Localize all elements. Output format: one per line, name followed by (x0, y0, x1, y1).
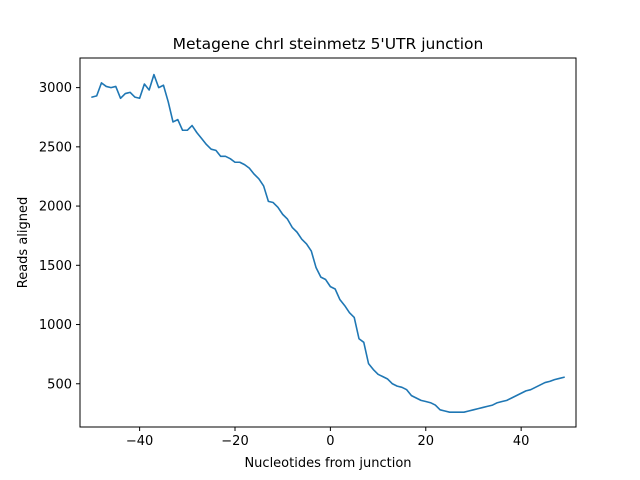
y-tick-label: 500 (47, 377, 72, 392)
y-tick-label: 1000 (39, 318, 72, 333)
x-axis-label: Nucleotides from junction (244, 456, 411, 471)
x-tick-label: −20 (221, 434, 248, 449)
y-axis: 500 1000 1500 2000 2500 3000 (39, 81, 80, 392)
x-tick-label: 20 (417, 434, 434, 449)
x-tick-label: 40 (513, 434, 530, 449)
x-axis: −40 −20 0 20 40 (126, 427, 530, 449)
x-tick-label: 0 (326, 434, 334, 449)
axes-frame (79, 57, 577, 428)
y-tick-label: 2500 (39, 140, 72, 155)
y-axis-label: Reads aligned (16, 197, 31, 289)
series-line-0 (91, 73, 565, 413)
plot-area (91, 73, 565, 413)
y-tick-label: 2000 (39, 200, 72, 215)
chart-title: Metagene chrI steinmetz 5'UTR junction (173, 35, 484, 53)
y-tick-label: 3000 (39, 81, 72, 96)
x-tick-label: −40 (126, 434, 153, 449)
y-tick-label: 1500 (39, 259, 72, 274)
